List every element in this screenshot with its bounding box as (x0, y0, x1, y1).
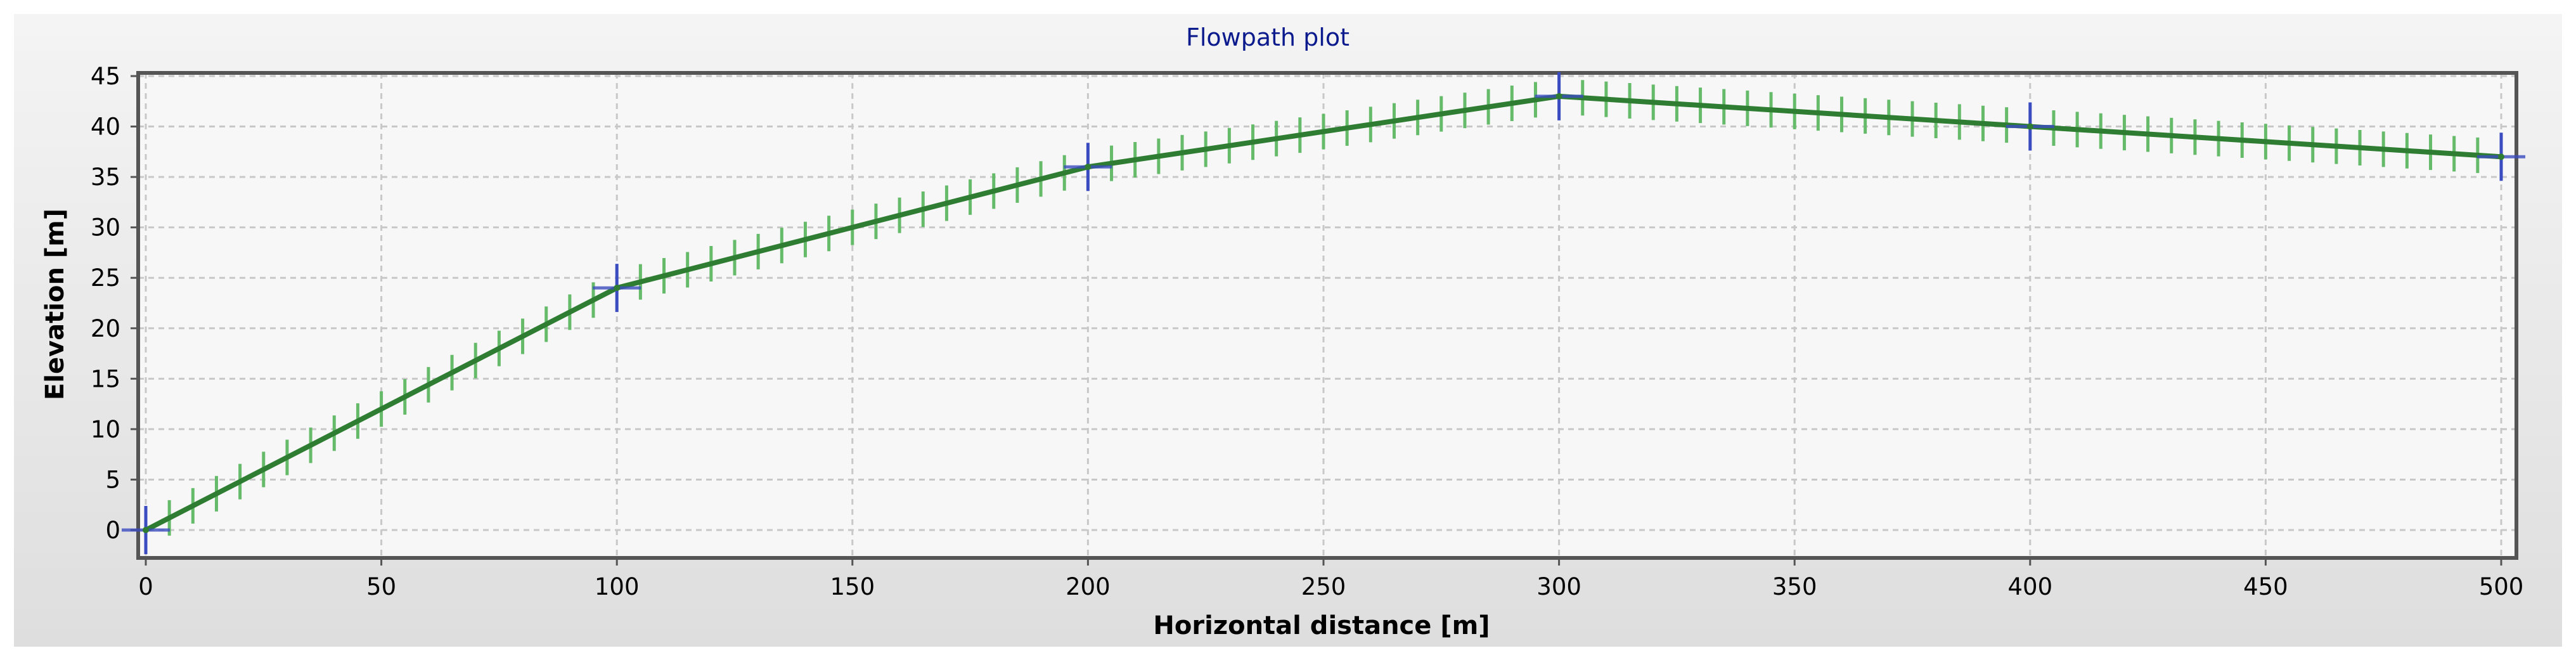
y-tick-label: 10 (91, 416, 120, 443)
y-tick-label: 5 (105, 466, 120, 493)
y-tick-label: 40 (91, 113, 120, 141)
data-point (143, 527, 149, 533)
plot-area (138, 73, 2516, 558)
y-tick-label: 25 (91, 264, 120, 292)
chart-title: Flowpath plot (1186, 23, 1349, 51)
y-axis-title: Elevation [m] (41, 209, 70, 400)
x-tick-label: 400 (2007, 573, 2052, 600)
x-tick-label: 50 (366, 573, 396, 600)
data-point (2498, 153, 2504, 160)
axes: 0 50 100 150 200 250 300 350 400 450 500 0 5 10 15 20 25… (91, 63, 2523, 600)
y-tick-label: 30 (91, 214, 120, 242)
data-point (2026, 123, 2033, 130)
data-point (614, 285, 621, 292)
x-axis-title: Horizontal distance [m] (1153, 611, 1490, 640)
y-tick-label: 20 (91, 315, 120, 342)
x-tick-label: 150 (830, 573, 875, 600)
series-layer (122, 72, 2525, 554)
x-tick-label: 500 (2479, 573, 2524, 600)
grid-lines (138, 73, 2516, 558)
y-tick-label: 0 (105, 517, 120, 544)
x-tick-label: 300 (1536, 573, 1581, 600)
x-tick-label: 100 (595, 573, 640, 600)
y-tick-label: 35 (91, 164, 120, 191)
flowpath-line (145, 93, 2502, 533)
x-tick-label: 0 (138, 573, 153, 600)
data-point (1555, 93, 1562, 100)
x-tick-label: 200 (1066, 573, 1111, 600)
x-tick-label: 450 (2243, 573, 2288, 600)
plot-frame (136, 71, 2518, 560)
data-point (1085, 164, 1092, 171)
x-tick-label: 250 (1301, 573, 1346, 600)
y-tick-label: 15 (91, 365, 120, 392)
y-tick-label: 45 (91, 63, 120, 90)
x-tick-label: 350 (1772, 573, 1817, 600)
